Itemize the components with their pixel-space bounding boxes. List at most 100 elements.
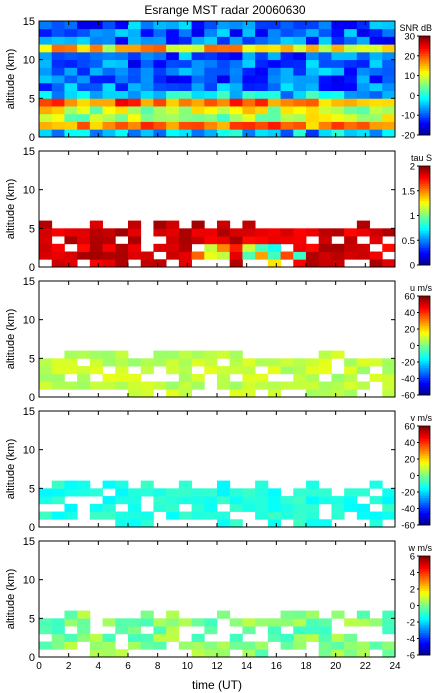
heatmap-cell — [77, 129, 91, 138]
heatmap-cell — [242, 358, 256, 367]
heatmap-cell — [267, 243, 281, 252]
heatmap-cell — [267, 488, 281, 497]
heatmap-cell — [140, 480, 154, 489]
heatmap-cell — [229, 243, 243, 252]
heatmap-cell — [89, 358, 103, 367]
heatmap-cell — [191, 236, 205, 245]
heatmap-cell — [166, 90, 180, 99]
heatmap-cell — [102, 511, 116, 520]
heatmap-cell — [369, 106, 383, 115]
heatmap-cell — [64, 358, 78, 367]
heatmap-cell — [356, 113, 370, 122]
colorbar-segment — [419, 438, 430, 442]
colorbar-segment — [419, 210, 430, 214]
heatmap-cell — [267, 21, 281, 30]
heatmap-cell — [128, 618, 142, 627]
colorbar-segment — [419, 132, 430, 136]
heatmap-cell — [331, 121, 345, 130]
heatmap-cell — [318, 82, 332, 91]
heatmap-cell — [77, 350, 91, 359]
heatmap-cell — [191, 113, 205, 122]
heatmap-cell — [356, 366, 370, 375]
heatmap-cell — [255, 496, 269, 505]
heatmap-cell — [64, 51, 78, 61]
heatmap-cell — [89, 90, 103, 99]
heatmap-cell — [255, 236, 269, 245]
heatmap-cell — [64, 121, 78, 130]
heatmap-cell — [369, 251, 383, 260]
heatmap-cell — [293, 243, 307, 252]
heatmap-cell — [267, 28, 281, 37]
colorbar-segment — [419, 90, 430, 94]
heatmap-cell — [140, 51, 154, 61]
heatmap-cell — [166, 626, 180, 635]
heatmap-cell — [306, 67, 320, 76]
heatmap-cell — [356, 610, 370, 619]
colorbar-segment — [419, 426, 430, 429]
heatmap-cell — [64, 610, 78, 619]
heatmap-cell — [128, 44, 142, 53]
heatmap-cell — [64, 59, 78, 68]
heatmap-cell — [293, 618, 307, 627]
heatmap-cell — [115, 59, 129, 68]
heatmap-cell — [89, 113, 103, 122]
heatmap-cell — [39, 44, 53, 53]
heatmap-cell — [306, 59, 320, 68]
colorbar-segment — [419, 195, 430, 199]
heatmap-cell — [242, 106, 256, 115]
heatmap-cell — [255, 511, 269, 520]
colorbar-tick-label: 1 — [410, 211, 415, 222]
colorbar-tick-label: -2 — [407, 618, 415, 629]
heatmap-cell — [51, 358, 65, 367]
colorbar-segment — [419, 625, 430, 629]
colorbar-segment — [419, 585, 430, 589]
heatmap-cell — [128, 129, 142, 138]
heatmap-cell — [89, 67, 103, 76]
colorbar-segment — [419, 583, 430, 587]
colorbar-tick-label: -20 — [401, 488, 415, 499]
heatmap-cell — [318, 488, 332, 497]
heatmap-cell — [77, 381, 91, 390]
heatmap-cell — [229, 98, 243, 107]
heatmap-cell — [64, 106, 78, 115]
colorbar-tick-label: -6 — [407, 651, 415, 662]
heatmap-cell — [382, 381, 396, 390]
heatmap-cell — [51, 511, 65, 520]
colorbar-tick-label: 20 — [404, 455, 415, 466]
colorbar-segment — [419, 615, 430, 619]
heatmap-cell — [242, 36, 256, 45]
heatmap-cell — [344, 75, 358, 84]
heatmap-cell — [140, 36, 154, 45]
heatmap-cell — [64, 480, 78, 489]
heatmap-cells — [39, 350, 396, 398]
heatmap-cell — [331, 106, 345, 115]
heatmap-cell — [267, 511, 281, 520]
heatmap-cell — [267, 496, 281, 505]
heatmap-cell — [255, 90, 269, 99]
heatmap-cell — [64, 381, 78, 390]
colorbar-segment — [419, 575, 430, 579]
heatmap-cell — [191, 496, 205, 505]
colorbar-segment — [419, 612, 430, 616]
colorbar-segment — [419, 440, 430, 444]
y-axis-label: altitude (km) — [5, 49, 17, 110]
colorbar-segment — [419, 315, 430, 319]
heatmap-cell — [178, 251, 192, 260]
colorbar-segment — [419, 178, 430, 182]
heatmap-cell — [267, 236, 281, 245]
heatmap-cell — [153, 98, 167, 107]
heatmap-cell — [89, 633, 103, 642]
heatmap-cell — [89, 511, 103, 520]
heatmap-cell — [204, 28, 218, 37]
x-tick-label: 10 — [182, 661, 194, 672]
heatmap-cell — [280, 21, 294, 30]
heatmap-cell — [242, 75, 256, 84]
colorbar-segment — [419, 190, 430, 194]
heatmap-cell — [280, 641, 294, 650]
heatmap-cell — [191, 618, 205, 627]
heatmap-cell — [217, 51, 231, 61]
colorbar-segment — [419, 360, 430, 364]
heatmap-cell — [77, 36, 91, 45]
heatmap-cell — [255, 243, 269, 252]
